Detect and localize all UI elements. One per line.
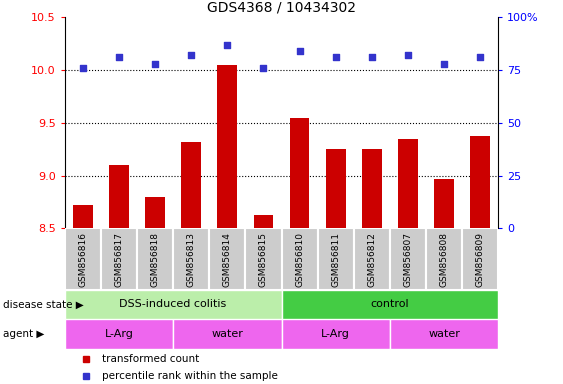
Bar <box>390 319 498 349</box>
Point <box>78 65 87 71</box>
Title: GDS4368 / 10434302: GDS4368 / 10434302 <box>207 1 356 15</box>
Text: GSM856808: GSM856808 <box>440 232 449 287</box>
Bar <box>145 197 165 228</box>
Point <box>259 65 268 71</box>
Point <box>114 55 123 61</box>
Point <box>331 55 340 61</box>
Bar <box>245 228 282 290</box>
Point <box>223 42 232 48</box>
Bar <box>318 228 354 290</box>
Bar <box>326 149 346 228</box>
Bar <box>209 228 245 290</box>
Bar <box>137 228 173 290</box>
Text: control: control <box>370 299 409 310</box>
Bar <box>362 149 382 228</box>
Bar <box>390 228 426 290</box>
Bar <box>354 228 390 290</box>
Bar <box>253 215 274 228</box>
Text: GSM856811: GSM856811 <box>331 232 340 287</box>
Text: transformed count: transformed count <box>101 354 199 364</box>
Bar <box>470 136 490 228</box>
Bar <box>65 319 173 349</box>
Bar <box>65 290 282 319</box>
Text: GSM856816: GSM856816 <box>78 232 87 287</box>
Point <box>187 52 196 58</box>
Text: GSM856812: GSM856812 <box>367 232 376 286</box>
Text: agent ▶: agent ▶ <box>3 329 44 339</box>
Bar <box>101 228 137 290</box>
Point <box>476 55 485 61</box>
Text: GSM856814: GSM856814 <box>223 232 232 286</box>
Point <box>150 61 159 67</box>
Bar <box>282 319 390 349</box>
Bar <box>398 139 418 228</box>
Point <box>295 48 304 54</box>
Bar <box>217 65 237 228</box>
Bar <box>173 228 209 290</box>
Text: GSM856817: GSM856817 <box>114 232 123 287</box>
Bar <box>282 228 318 290</box>
Point <box>367 55 376 61</box>
Point <box>440 61 449 67</box>
Text: GSM856813: GSM856813 <box>187 232 196 287</box>
Text: GSM856810: GSM856810 <box>295 232 304 287</box>
Point <box>404 52 413 58</box>
Bar <box>173 319 282 349</box>
Text: GSM856809: GSM856809 <box>476 232 485 287</box>
Bar <box>282 290 498 319</box>
Bar <box>65 228 101 290</box>
Bar <box>462 228 498 290</box>
Text: percentile rank within the sample: percentile rank within the sample <box>101 371 278 381</box>
Bar <box>109 165 129 228</box>
Text: GSM856815: GSM856815 <box>259 232 268 287</box>
Bar <box>426 228 462 290</box>
Text: disease state ▶: disease state ▶ <box>3 299 83 310</box>
Text: DSS-induced colitis: DSS-induced colitis <box>119 299 227 310</box>
Text: GSM856818: GSM856818 <box>150 232 159 287</box>
Text: water: water <box>428 329 460 339</box>
Text: L-Arg: L-Arg <box>321 329 350 339</box>
Bar <box>73 205 93 228</box>
Text: L-Arg: L-Arg <box>105 329 133 339</box>
Text: water: water <box>211 329 243 339</box>
Bar <box>289 118 310 228</box>
Bar <box>434 179 454 228</box>
Text: GSM856807: GSM856807 <box>404 232 413 287</box>
Bar <box>181 142 201 228</box>
